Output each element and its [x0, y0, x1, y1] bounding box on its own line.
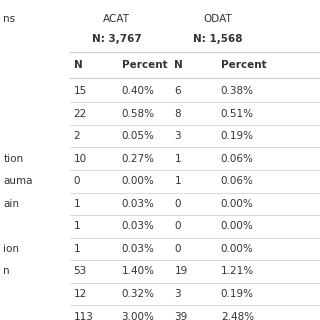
Text: 1: 1 [74, 244, 80, 254]
Text: ion: ion [3, 244, 19, 254]
Text: 19: 19 [174, 267, 188, 276]
Text: 12: 12 [74, 289, 87, 299]
Text: ns: ns [3, 13, 15, 24]
Text: 39: 39 [174, 312, 188, 320]
Text: 0.00%: 0.00% [221, 244, 253, 254]
Text: 6: 6 [174, 86, 181, 96]
Text: 0.05%: 0.05% [122, 131, 155, 141]
Text: 3: 3 [174, 131, 181, 141]
Text: 0.38%: 0.38% [221, 86, 254, 96]
Text: 0.19%: 0.19% [221, 289, 254, 299]
Text: 0.03%: 0.03% [122, 244, 155, 254]
Text: 0.00%: 0.00% [221, 221, 253, 231]
Text: N: N [74, 60, 82, 70]
Text: 22: 22 [74, 109, 87, 119]
Text: 1: 1 [74, 199, 80, 209]
Text: 8: 8 [174, 109, 181, 119]
Text: 1: 1 [74, 221, 80, 231]
Text: 1: 1 [174, 154, 181, 164]
Text: 3: 3 [174, 289, 181, 299]
Text: 0.32%: 0.32% [122, 289, 155, 299]
Text: N: 3,767: N: 3,767 [92, 34, 142, 44]
Text: 0.27%: 0.27% [122, 154, 155, 164]
Text: Percent: Percent [122, 60, 167, 70]
Text: 0: 0 [174, 221, 181, 231]
Text: auma: auma [3, 176, 33, 186]
Text: N: N [174, 60, 183, 70]
Text: 15: 15 [74, 86, 87, 96]
Text: 0: 0 [174, 244, 181, 254]
Text: 0.06%: 0.06% [221, 176, 254, 186]
Text: 0.03%: 0.03% [122, 199, 155, 209]
Text: ODAT: ODAT [203, 13, 232, 24]
Text: 10: 10 [74, 154, 87, 164]
Text: n: n [3, 267, 10, 276]
Text: ACAT: ACAT [103, 13, 130, 24]
Text: 0.00%: 0.00% [221, 199, 253, 209]
Text: 113: 113 [74, 312, 93, 320]
Text: 1.40%: 1.40% [122, 267, 155, 276]
Text: 0.03%: 0.03% [122, 221, 155, 231]
Text: 0.40%: 0.40% [122, 86, 155, 96]
Text: 0.51%: 0.51% [221, 109, 254, 119]
Text: Percent: Percent [221, 60, 267, 70]
Text: 3.00%: 3.00% [122, 312, 155, 320]
Text: N: 1,568: N: 1,568 [193, 34, 242, 44]
Text: 2: 2 [74, 131, 80, 141]
Text: 2.48%: 2.48% [221, 312, 254, 320]
Text: 53: 53 [74, 267, 87, 276]
Text: 0.19%: 0.19% [221, 131, 254, 141]
Text: 0.58%: 0.58% [122, 109, 155, 119]
Text: ain: ain [3, 199, 19, 209]
Text: 0.06%: 0.06% [221, 154, 254, 164]
Text: 0: 0 [174, 199, 181, 209]
Text: tion: tion [3, 154, 23, 164]
Text: 1: 1 [174, 176, 181, 186]
Text: 1.21%: 1.21% [221, 267, 254, 276]
Text: 0: 0 [74, 176, 80, 186]
Text: 0.00%: 0.00% [122, 176, 154, 186]
